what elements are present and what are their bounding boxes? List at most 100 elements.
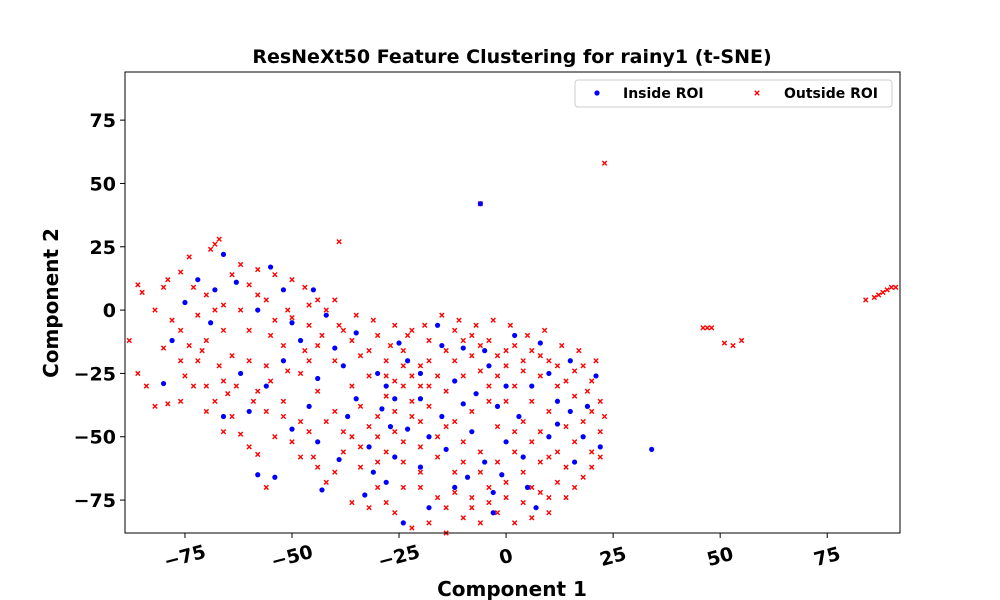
inside-roi-point	[571, 459, 578, 465]
outside-roi-point	[507, 322, 514, 328]
outside-roi-point	[280, 342, 287, 349]
outside-roi-point	[730, 342, 736, 349]
outside-roi-point	[589, 464, 595, 470]
inside-roi-point	[400, 520, 406, 526]
outside-roi-point	[263, 408, 269, 415]
inside-roi-point	[452, 484, 458, 491]
outside-roi-point	[306, 322, 312, 328]
inside-roi-point	[267, 264, 274, 270]
outside-roi-point	[220, 378, 227, 384]
inside-roi-point	[554, 421, 561, 427]
inside-roi-point	[233, 279, 239, 285]
outside-roi-point	[280, 413, 287, 420]
outside-roi-point	[392, 428, 398, 435]
inside-roi-point	[452, 378, 458, 384]
outside-roi-point	[893, 284, 899, 290]
inside-roi-point	[212, 287, 218, 293]
outside-roi-point	[589, 408, 595, 415]
outside-roi-point	[237, 431, 244, 437]
inside-roi-point	[289, 426, 295, 432]
outside-roi-point	[186, 254, 192, 260]
outside-roi-point	[332, 358, 338, 364]
outside-roi-point	[366, 504, 372, 511]
inside-roi-point	[580, 434, 586, 440]
outside-roi-point	[452, 489, 458, 496]
outside-roi-point	[520, 418, 526, 425]
inside-roi-point	[482, 348, 488, 354]
outside-roi-point	[400, 439, 407, 445]
inside-roi-point	[597, 444, 603, 450]
outside-roi-point	[314, 342, 321, 349]
outside-roi-point	[392, 408, 398, 415]
outside-roi-point	[486, 337, 492, 344]
outside-roi-point	[554, 449, 561, 455]
outside-roi-point	[195, 358, 201, 364]
outside-roi-point	[486, 383, 492, 389]
outside-roi-point	[336, 322, 342, 328]
inside-roi-point	[238, 370, 244, 377]
outside-roi-point	[571, 368, 578, 374]
inside-roi-point	[524, 484, 531, 491]
inside-roi-point	[499, 472, 505, 478]
inside-roi-point	[195, 277, 201, 283]
inside-roi-point	[482, 459, 488, 465]
points-layer	[126, 160, 899, 536]
outside-roi-point	[357, 464, 364, 470]
outside-roi-point	[332, 297, 338, 303]
legend: Inside ROI Outside ROI	[574, 79, 893, 108]
outside-roi-point	[186, 342, 192, 349]
outside-roi-point	[704, 325, 711, 331]
outside-roi-point	[520, 499, 526, 506]
outside-roi-point	[871, 294, 878, 301]
outside-roi-point	[503, 363, 509, 369]
outside-roi-point	[216, 363, 222, 369]
outside-roi-point	[490, 317, 496, 323]
inside-roi-point	[332, 345, 338, 351]
outside-roi-point	[392, 510, 398, 516]
outside-roi-point	[323, 418, 329, 425]
legend-label-inside-roi: Inside ROI	[623, 86, 704, 102]
outside-roi-point	[165, 277, 171, 283]
outside-roi-point	[267, 332, 274, 339]
x-tick-label: −50	[269, 541, 316, 573]
y-tick-label: 50	[90, 173, 116, 195]
inside-roi-point	[379, 406, 385, 412]
outside-roi-point	[452, 327, 458, 334]
outside-roi-point	[349, 434, 355, 440]
outside-roi-point	[409, 398, 415, 404]
inside-roi-point	[417, 396, 424, 402]
outside-roi-point	[280, 398, 287, 404]
inside-roi-point	[486, 363, 492, 369]
outside-roi-point	[229, 352, 235, 359]
outside-roi-point	[357, 444, 364, 450]
outside-roi-point	[554, 383, 561, 389]
outside-roi-point	[434, 454, 441, 460]
outside-roi-point	[246, 444, 252, 450]
inside-roi-point	[306, 403, 312, 409]
outside-roi-point	[593, 358, 599, 364]
outside-roi-point	[563, 378, 569, 384]
inside-roi-point	[464, 474, 471, 480]
outside-roi-point	[529, 515, 535, 521]
outside-roi-point	[229, 271, 235, 278]
inside-roi-point	[323, 312, 329, 318]
outside-roi-point	[443, 504, 449, 511]
outside-roi-point	[460, 515, 466, 521]
inside-roi-point	[289, 320, 295, 326]
outside-roi-point	[477, 469, 484, 475]
outside-roi-point	[392, 322, 398, 328]
outside-roi-point	[477, 342, 484, 349]
outside-roi-point	[511, 520, 518, 526]
outside-roi-point	[597, 454, 603, 460]
outside-roi-point	[473, 322, 479, 328]
outside-roi-point	[409, 413, 415, 420]
inside-roi-point	[280, 287, 287, 293]
inside-roi-point	[426, 505, 432, 511]
outside-roi-point	[182, 373, 188, 379]
outside-roi-point	[554, 479, 561, 486]
outside-roi-point	[216, 236, 222, 242]
inside-roi-point	[169, 337, 175, 344]
outside-roi-point	[494, 510, 501, 516]
outside-roi-point	[255, 266, 261, 273]
outside-roi-point	[563, 464, 569, 470]
